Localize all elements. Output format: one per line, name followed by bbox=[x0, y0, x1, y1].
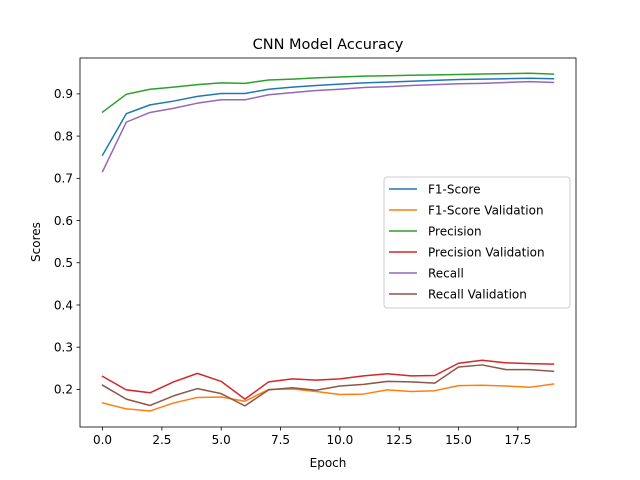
y-tick-label: 0.9 bbox=[54, 87, 73, 101]
legend-label: Recall Validation bbox=[428, 287, 527, 301]
x-tick-label: 5.0 bbox=[212, 433, 231, 447]
series-line-precision-validation bbox=[101, 359, 555, 400]
x-tick-label: 0.0 bbox=[93, 433, 112, 447]
legend-label: Precision bbox=[428, 224, 482, 238]
legend-label: Precision Validation bbox=[428, 245, 545, 259]
x-tick-label: 7.5 bbox=[271, 433, 290, 447]
series-line-recall-validation bbox=[101, 364, 555, 407]
y-tick-label: 0.2 bbox=[54, 383, 73, 397]
legend-label: F1-Score Validation bbox=[428, 203, 544, 217]
series-line-recall bbox=[101, 80, 555, 173]
legend: F1-Score F1-Score Validation Precision Prec… bbox=[383, 176, 571, 309]
x-tick-label: 10.0 bbox=[327, 433, 354, 447]
y-tick-label: 0.6 bbox=[54, 214, 73, 228]
chart-title: CNN Model Accuracy bbox=[253, 37, 404, 53]
y-tick-label: 0.4 bbox=[54, 298, 73, 312]
x-axis-label: Epoch bbox=[310, 456, 347, 470]
axes-frame bbox=[79, 57, 577, 428]
plot-area: 0.0 2.5 5.0 7.5 10.0 12.5 15.0 17.5 0.2 0.3 0.4 0.5… bbox=[54, 57, 577, 447]
series-line-precision bbox=[101, 72, 555, 114]
x-tick-label: 17.5 bbox=[504, 433, 531, 447]
x-tick-label: 2.5 bbox=[152, 433, 171, 447]
x-tick-label: 15.0 bbox=[445, 433, 472, 447]
y-tick-label: 0.7 bbox=[54, 172, 73, 186]
series-line-f1-score-validation bbox=[101, 383, 555, 412]
y-tick-label: 0.3 bbox=[54, 341, 73, 355]
legend-box bbox=[383, 176, 571, 309]
y-tick-label: 0.5 bbox=[54, 256, 73, 270]
y-tick-label: 0.8 bbox=[54, 129, 73, 143]
legend-label: Recall bbox=[428, 266, 464, 280]
legend-label: F1-Score bbox=[428, 182, 480, 196]
x-tick-label: 12.5 bbox=[386, 433, 413, 447]
y-axis-label: Scores bbox=[29, 222, 43, 262]
series-line-f1-score bbox=[101, 77, 555, 157]
